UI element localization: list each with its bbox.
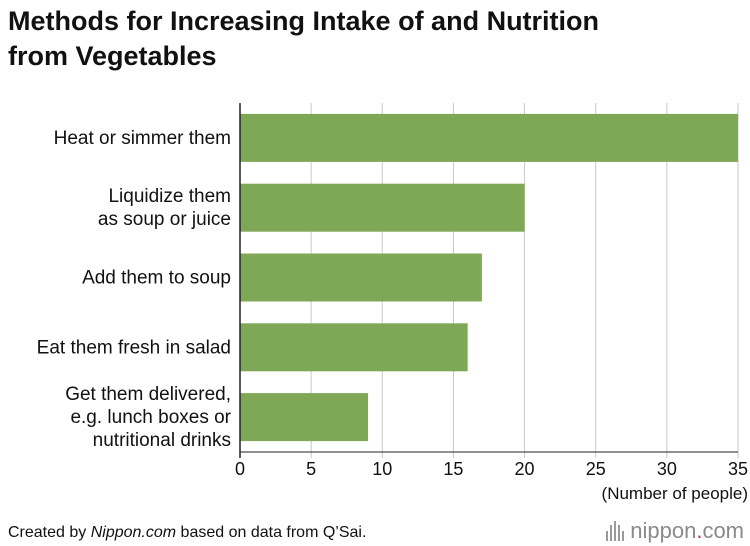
chart-title-line-2: from Vegetables: [8, 41, 217, 71]
x-tick-label-7: 35: [728, 459, 748, 479]
category-label-1: Liquidize them as soup or juice: [98, 186, 231, 230]
chart-title-line-1: Methods for Increasing Intake of and Nut…: [8, 6, 600, 36]
category-label-4: Get them delivered, e.g. lunch boxes or nu…: [65, 384, 231, 451]
bar-0: [240, 113, 738, 162]
x-tick-label-5: 25: [586, 459, 606, 479]
category-label-1-line-0: Liquidize them: [108, 186, 231, 207]
category-label-3-line-0: Eat them fresh in salad: [37, 337, 231, 358]
brand-dot: .: [696, 518, 703, 543]
nippon-logo: nippon. com: [606, 518, 744, 544]
x-axis-label: (Number of people): [602, 484, 748, 503]
category-label-2: Add them to soup: [82, 268, 231, 289]
category-label-3: Eat them fresh in salad: [37, 337, 231, 358]
brand-suffix: com: [702, 518, 744, 543]
bar-4: [240, 393, 369, 442]
source-note: Created by Nippon.com based on data from…: [8, 524, 366, 542]
bar-3: [240, 323, 468, 372]
x-tick-label-0: 0: [235, 459, 245, 479]
x-tick-label-6: 30: [657, 459, 677, 479]
category-label-0-line-0: Heat or simmer them: [54, 128, 231, 149]
x-tick-label-3: 15: [443, 459, 463, 479]
x-tick-label-1: 5: [306, 459, 316, 479]
category-label-4-line-0: Get them delivered,: [65, 384, 231, 405]
category-label-4-line-2: nutritional drinks: [93, 430, 231, 451]
nippon-bars-logo-icon: [606, 521, 625, 541]
brand-name: nippon: [630, 518, 697, 543]
chart-title: Methods for Increasing Intake of and Nut…: [8, 4, 738, 74]
x-tick-label-4: 20: [515, 459, 535, 479]
source-prefix: Created by: [8, 524, 91, 541]
source-suffix: based on data from Q’Sai.: [176, 524, 367, 541]
category-label-4-line-1: e.g. lunch boxes or: [70, 407, 231, 428]
x-tick-label-2: 10: [372, 459, 392, 479]
category-label-1-line-1: as soup or juice: [98, 209, 231, 230]
bar-1: [240, 183, 525, 232]
category-label-2-line-0: Add them to soup: [82, 268, 231, 289]
bar-chart: Heat or simmer them Liquidize them as soup…: [37, 103, 748, 503]
category-label-0: Heat or simmer them: [54, 128, 231, 149]
source-italic: Nippon.com: [90, 524, 177, 541]
bar-2: [240, 253, 482, 302]
